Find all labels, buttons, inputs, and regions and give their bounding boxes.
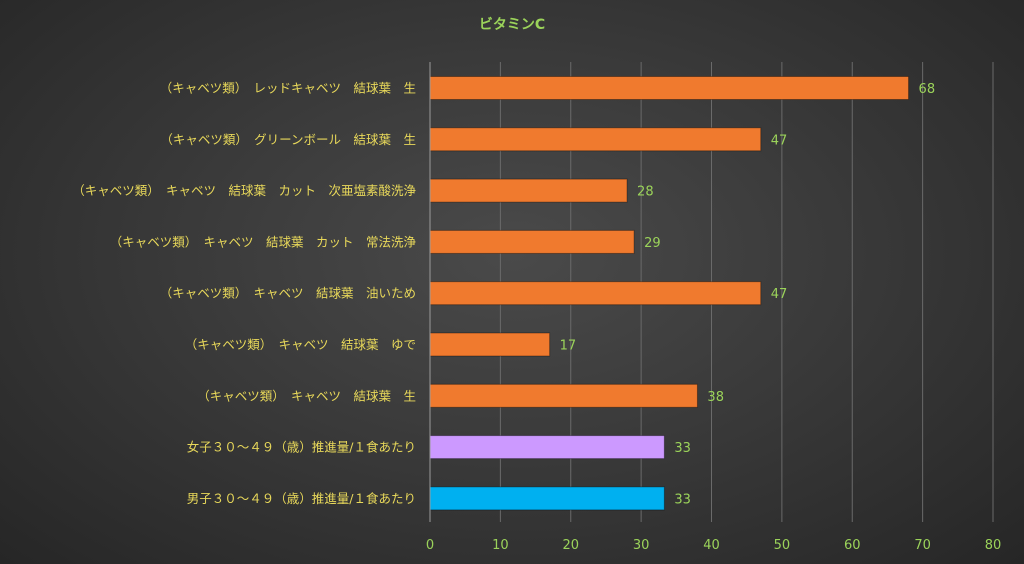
data-label: 68 (919, 82, 936, 97)
x-axis-ticks: 0 10 20 30 40 50 60 70 80 (426, 538, 1001, 553)
category-label: （キャベツ類） キャベツ 結球葉 カット 常法洗浄 (110, 234, 417, 249)
bar (429, 435, 665, 460)
category-label: （キャベツ類） キャベツ 結球葉 生 (197, 388, 416, 403)
chart-title: ビタミンC (479, 17, 545, 33)
bar (429, 383, 698, 408)
data-label: 28 (637, 185, 654, 200)
category-label: （キャベツ類） キャベツ 結球葉 ゆで (185, 337, 416, 352)
x-tick-label: 30 (633, 538, 650, 553)
category-label: （キャベツ類） キャベツ 結球葉 油いため (160, 286, 416, 301)
x-tick-label: 40 (703, 538, 720, 553)
category-label: 女子３０～４９（歳）推進量/１食あたり (187, 440, 416, 455)
x-tick-label: 20 (562, 538, 579, 553)
bar (429, 332, 551, 357)
x-tick-label: 60 (844, 538, 861, 553)
data-label: 17 (560, 339, 577, 354)
bar (429, 76, 910, 100)
bar (429, 178, 628, 203)
bar (429, 486, 665, 511)
category-label: （キャベツ類） レッドキャベツ 結球葉 生 (160, 81, 416, 96)
x-tick-label: 80 (985, 538, 1002, 553)
x-tick-label: 10 (492, 538, 509, 553)
bars (429, 76, 910, 511)
category-labels: （キャベツ類） レッドキャベツ 結球葉 生 （キャベツ類） グリーンボール 結球葉… (72, 81, 416, 506)
category-label: 男子３０～４９（歳）推進量/１食あたり (187, 491, 416, 506)
category-label: （キャベツ類） キャベツ 結球葉 カット 次亜塩素酸洗浄 (72, 183, 416, 198)
bar (429, 127, 762, 152)
value-labels: 68 47 28 29 47 17 38 33 33 (560, 82, 935, 507)
data-label: 33 (674, 492, 691, 507)
data-label: 29 (644, 236, 661, 251)
x-tick-label: 0 (426, 538, 434, 553)
bar (429, 281, 762, 306)
category-label: （キャベツ類） グリーンボール 結球葉 生 (160, 132, 416, 147)
data-label: 38 (707, 390, 724, 405)
data-label: 33 (674, 441, 691, 456)
x-tick-label: 50 (774, 538, 791, 553)
x-tick-label: 70 (914, 538, 931, 553)
bar (429, 229, 635, 254)
data-label: 47 (771, 133, 788, 148)
data-label: 47 (771, 287, 788, 302)
